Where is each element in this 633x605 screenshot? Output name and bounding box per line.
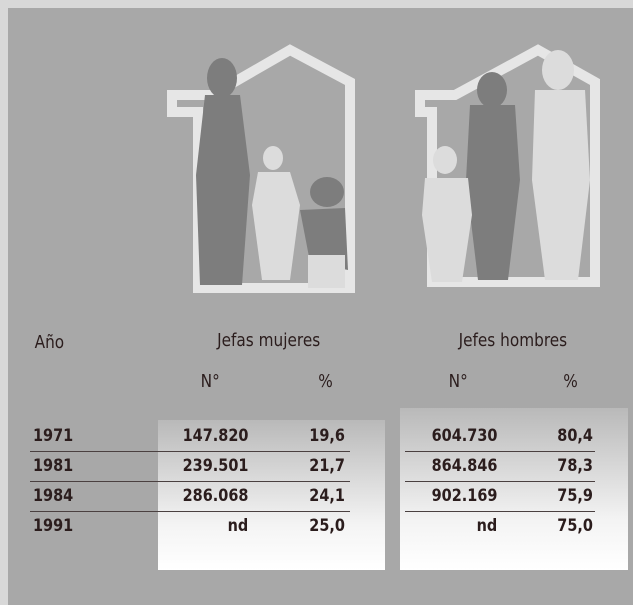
sub-header: N° [200,371,220,392]
value-cell: 25,0 [309,516,345,536]
value-cell: nd [476,516,498,536]
sub-header: % [562,371,578,392]
value-cell: 75,0 [557,516,593,536]
value-cell: 80,4 [557,426,593,446]
illustration [167,44,600,293]
sub-header: N° [448,371,468,392]
year-cell: 1991 [33,516,74,536]
row-separator [30,451,350,452]
group-header: Jefes hombres [458,330,568,351]
value-cell: 21,7 [309,456,345,476]
year-cell: 1971 [33,426,74,446]
value-cell: 239.501 [182,456,249,476]
group-header: Jefas mujeres [216,330,320,351]
row-separator [405,451,595,452]
value-cell: 19,6 [309,426,345,446]
value-cell: 75,9 [557,486,593,506]
value-cell: 78,3 [557,456,593,476]
value-cell: nd [227,516,249,536]
year-cell: 1981 [33,456,74,476]
sub-header: % [317,371,333,392]
value-cell: 864.846 [431,456,498,476]
year-header: Año [34,332,65,353]
row-separator [405,481,595,482]
column-background [158,420,385,570]
figures-light [252,50,590,288]
house-outline [415,44,600,287]
value-cell: 604.730 [431,426,498,446]
row-separator [30,481,350,482]
value-cell: 902.169 [431,486,498,506]
value-cell: 286.068 [182,486,249,506]
column-background [400,408,628,570]
row-separator [405,511,595,512]
year-cell: 1984 [33,486,74,506]
row-separator [30,511,350,512]
value-cell: 24,1 [309,486,345,506]
figures-dark [196,58,520,285]
value-cell: 147.820 [182,426,249,446]
